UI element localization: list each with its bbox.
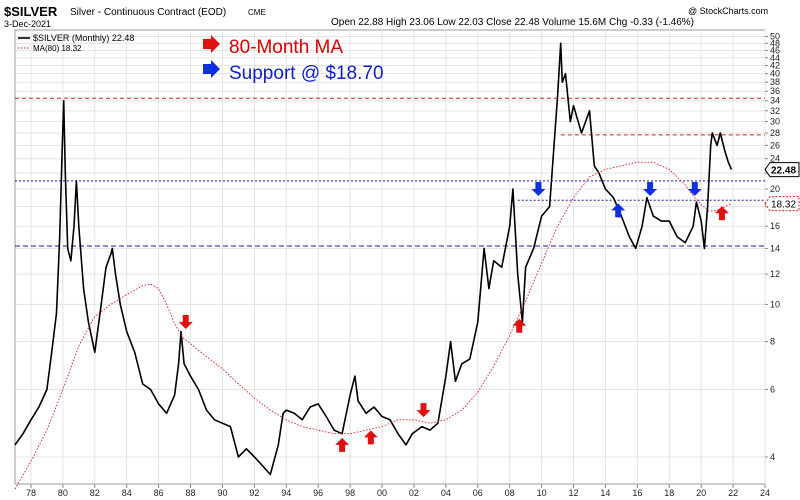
x-tick-label: 22	[728, 488, 738, 498]
x-tick-label: 98	[345, 488, 355, 498]
blue-down-arrow-icon	[687, 182, 702, 197]
legend-ma-label: MA(80) 18.32	[33, 44, 82, 53]
red-down-arrow-icon	[178, 314, 193, 329]
watermark: @ StockCharts.com	[688, 6, 768, 16]
y-tick-label: 28	[770, 128, 780, 138]
y-tick-label: 10	[770, 299, 780, 309]
x-tick-label: 02	[409, 488, 419, 498]
support-resistance-lines	[15, 97, 765, 247]
blue-down-arrow-icon	[643, 182, 658, 197]
support-annotation-text: Support @ $18.70	[229, 63, 384, 84]
y-tick-label: 6	[770, 384, 775, 394]
ohlc-readout: Open 22.88 High 23.06 Low 22.03 Close 22…	[331, 17, 694, 28]
signal-arrows	[178, 182, 729, 452]
x-tick-label: 24	[760, 488, 770, 498]
y-tick-label: 26	[770, 140, 780, 150]
x-tick-label: 12	[569, 488, 579, 498]
y-tick-label: 36	[770, 86, 780, 96]
x-tick-label: 16	[632, 488, 642, 498]
x-tick-label: 82	[90, 488, 100, 498]
exchange-label: CME	[248, 8, 266, 17]
y-tick-label: 4	[770, 452, 775, 462]
x-tick-label: 18	[664, 488, 674, 498]
ma-annotation-arrow-icon	[203, 35, 220, 53]
y-tick-label: 50	[770, 32, 780, 42]
x-tick-label: 10	[537, 488, 547, 498]
red-up-arrow-icon	[335, 437, 350, 452]
x-tick-label: 80	[58, 488, 68, 498]
y-tick-label: 44	[770, 53, 780, 63]
x-tick-label: 92	[249, 488, 259, 498]
x-tick-label: 20	[696, 488, 706, 498]
y-tick-label: 16	[770, 221, 780, 231]
blue-up-arrow-icon	[611, 203, 626, 218]
x-tick-label: 06	[473, 488, 483, 498]
annotation-callouts: 80-Month MA Support @ $18.70	[203, 35, 384, 84]
red-down-arrow-icon	[416, 403, 431, 418]
blue-down-arrow-icon	[531, 182, 546, 197]
x-tick-label: 78	[26, 488, 36, 498]
red-up-arrow-icon	[512, 318, 527, 333]
y-tick-label: 12	[770, 269, 780, 279]
price-line	[14, 42, 733, 476]
x-tick-label: 86	[154, 488, 164, 498]
chart-date: 3-Dec-2021	[4, 19, 51, 29]
ma80-line	[14, 161, 732, 490]
x-tick-label: 04	[441, 488, 451, 498]
y-tick-label: 8	[770, 337, 775, 347]
legend: $SILVER (Monthly) 22.48 MA(80) 18.32	[18, 33, 134, 53]
y-tick-label: 38	[770, 77, 780, 87]
symbol-description: Silver - Continuous Contract (EOD)	[70, 7, 226, 18]
x-tick-label: 88	[186, 488, 196, 498]
symbol-title: $SILVER	[4, 4, 58, 19]
x-tick-label: 08	[505, 488, 515, 498]
y-tick-label: 48	[770, 38, 780, 48]
x-tick-label: 96	[313, 488, 323, 498]
x-axis: 78 80 82 84 86 88 90 92 94 96 98 00 02 04 06 08 10 12 14 16…	[26, 484, 770, 498]
x-tick-label: 14	[600, 488, 610, 498]
y-tick-label: 24	[770, 154, 780, 164]
ma-tag	[764, 196, 800, 212]
x-tick-label: 00	[377, 488, 387, 498]
x-tick-label: 84	[122, 488, 132, 498]
y-tick-label: 20	[770, 184, 780, 194]
y-tick-label: 30	[770, 117, 780, 127]
x-tick-label: 94	[281, 488, 291, 498]
red-up-arrow-icon	[363, 430, 378, 445]
red-up-arrow-icon	[714, 206, 729, 221]
x-tick-label: 90	[217, 488, 227, 498]
price-tag-label: 22.48	[771, 166, 796, 177]
ma-annotation-text: 80-Month MA	[229, 37, 343, 58]
legend-price-label: $SILVER (Monthly) 22.48	[33, 33, 134, 43]
y-tick-label: 42	[770, 61, 780, 71]
support-annotation-arrow-icon	[203, 60, 220, 78]
y-tick-label: 46	[770, 45, 780, 55]
price-tag	[764, 162, 800, 178]
ma-tag-label: 18.32	[771, 200, 796, 211]
y-tick-label: 32	[770, 106, 780, 116]
gridlines	[15, 30, 766, 484]
y-tick-label: 40	[770, 69, 780, 79]
data-series	[14, 42, 733, 490]
y-tick-label: 34	[770, 96, 780, 106]
plot-area	[14, 29, 766, 485]
value-tags: 22.48 18.32	[764, 162, 800, 212]
y-tick-label: 14	[770, 243, 780, 253]
